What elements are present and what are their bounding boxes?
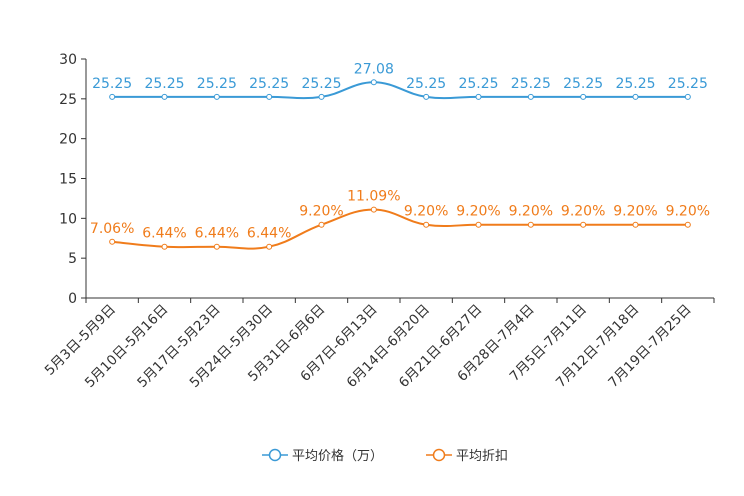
data-label: 25.25 bbox=[92, 76, 132, 92]
data-label: 25.25 bbox=[301, 76, 341, 92]
data-point bbox=[684, 93, 691, 100]
y-tick-label: 5 bbox=[68, 251, 77, 267]
series-1: 25.25 25.25 25.25 25.25 25.25 27.08 25.25 25.25… bbox=[92, 61, 708, 100]
data-label: 9.20% bbox=[561, 204, 605, 220]
legend[interactable]: 平均价格（万） 平均折扣 bbox=[262, 448, 508, 464]
series-line bbox=[112, 81, 688, 100]
y-tick-label: 25 bbox=[59, 92, 77, 108]
data-point bbox=[266, 243, 273, 250]
series-2: 7.06% 6.44% 6.44% 6.44%9.20%11.09%9.20% 9.20… bbox=[90, 189, 710, 250]
data-point bbox=[423, 221, 430, 228]
y-tick-label: 10 bbox=[59, 211, 77, 227]
data-point bbox=[632, 221, 639, 228]
data-point bbox=[632, 93, 639, 100]
data-label: 25.25 bbox=[406, 76, 446, 92]
series-layer: 25.25 25.25 25.25 25.25 25.25 27.08 25.25 25.25… bbox=[90, 61, 710, 250]
data-point bbox=[370, 206, 377, 213]
data-label: 25.25 bbox=[249, 76, 289, 92]
data-point bbox=[213, 243, 220, 250]
data-label: 9.20% bbox=[404, 204, 448, 220]
data-label: 25.25 bbox=[668, 76, 708, 92]
data-point bbox=[161, 93, 168, 100]
data-label: 11.09% bbox=[347, 189, 400, 205]
data-label: 6.44% bbox=[247, 226, 291, 242]
data-label: 25.25 bbox=[197, 76, 237, 92]
y-tick-label: 0 bbox=[68, 291, 77, 307]
data-point bbox=[684, 221, 691, 228]
y-tick-label: 20 bbox=[59, 132, 77, 148]
data-label: 9.20% bbox=[613, 204, 657, 220]
legend-item-1[interactable]: 平均价格（万） bbox=[262, 448, 383, 464]
data-label: 9.20% bbox=[299, 204, 343, 220]
data-point bbox=[527, 93, 534, 100]
series-line bbox=[112, 208, 688, 250]
data-label: 9.20% bbox=[509, 204, 553, 220]
data-point bbox=[213, 93, 220, 100]
data-label: 25.25 bbox=[511, 76, 551, 92]
data-point bbox=[370, 79, 377, 86]
y-tick-label: 15 bbox=[59, 172, 77, 188]
axes: 0510152025305月3日-5月9日5月10日-5月16日5月17日-5月… bbox=[42, 52, 715, 391]
data-point bbox=[475, 93, 482, 100]
data-point bbox=[318, 93, 325, 100]
data-label: 9.20% bbox=[456, 204, 500, 220]
legend-marker-icon bbox=[268, 448, 282, 462]
data-label: 25.25 bbox=[563, 76, 603, 92]
data-point bbox=[109, 238, 116, 245]
data-label: 25.25 bbox=[144, 76, 184, 92]
data-point bbox=[580, 93, 587, 100]
data-point bbox=[475, 221, 482, 228]
legend-label: 平均价格（万） bbox=[292, 448, 383, 464]
y-tick-label: 30 bbox=[59, 52, 77, 68]
legend-marker-icon bbox=[432, 448, 446, 462]
data-label: 7.06% bbox=[90, 221, 134, 237]
legend-label: 平均折扣 bbox=[456, 449, 508, 464]
data-label: 27.08 bbox=[354, 61, 394, 77]
data-point bbox=[580, 221, 587, 228]
data-label: 6.44% bbox=[195, 226, 239, 242]
data-label: 9.20% bbox=[666, 204, 710, 220]
data-point bbox=[423, 93, 430, 100]
data-point bbox=[527, 221, 534, 228]
data-point bbox=[109, 93, 116, 100]
data-point bbox=[266, 93, 273, 100]
data-label: 25.25 bbox=[458, 76, 498, 92]
data-point bbox=[161, 243, 168, 250]
legend-item-2[interactable]: 平均折扣 bbox=[426, 448, 508, 464]
data-point bbox=[318, 221, 325, 228]
data-label: 6.44% bbox=[142, 226, 186, 242]
data-label: 25.25 bbox=[615, 76, 655, 92]
